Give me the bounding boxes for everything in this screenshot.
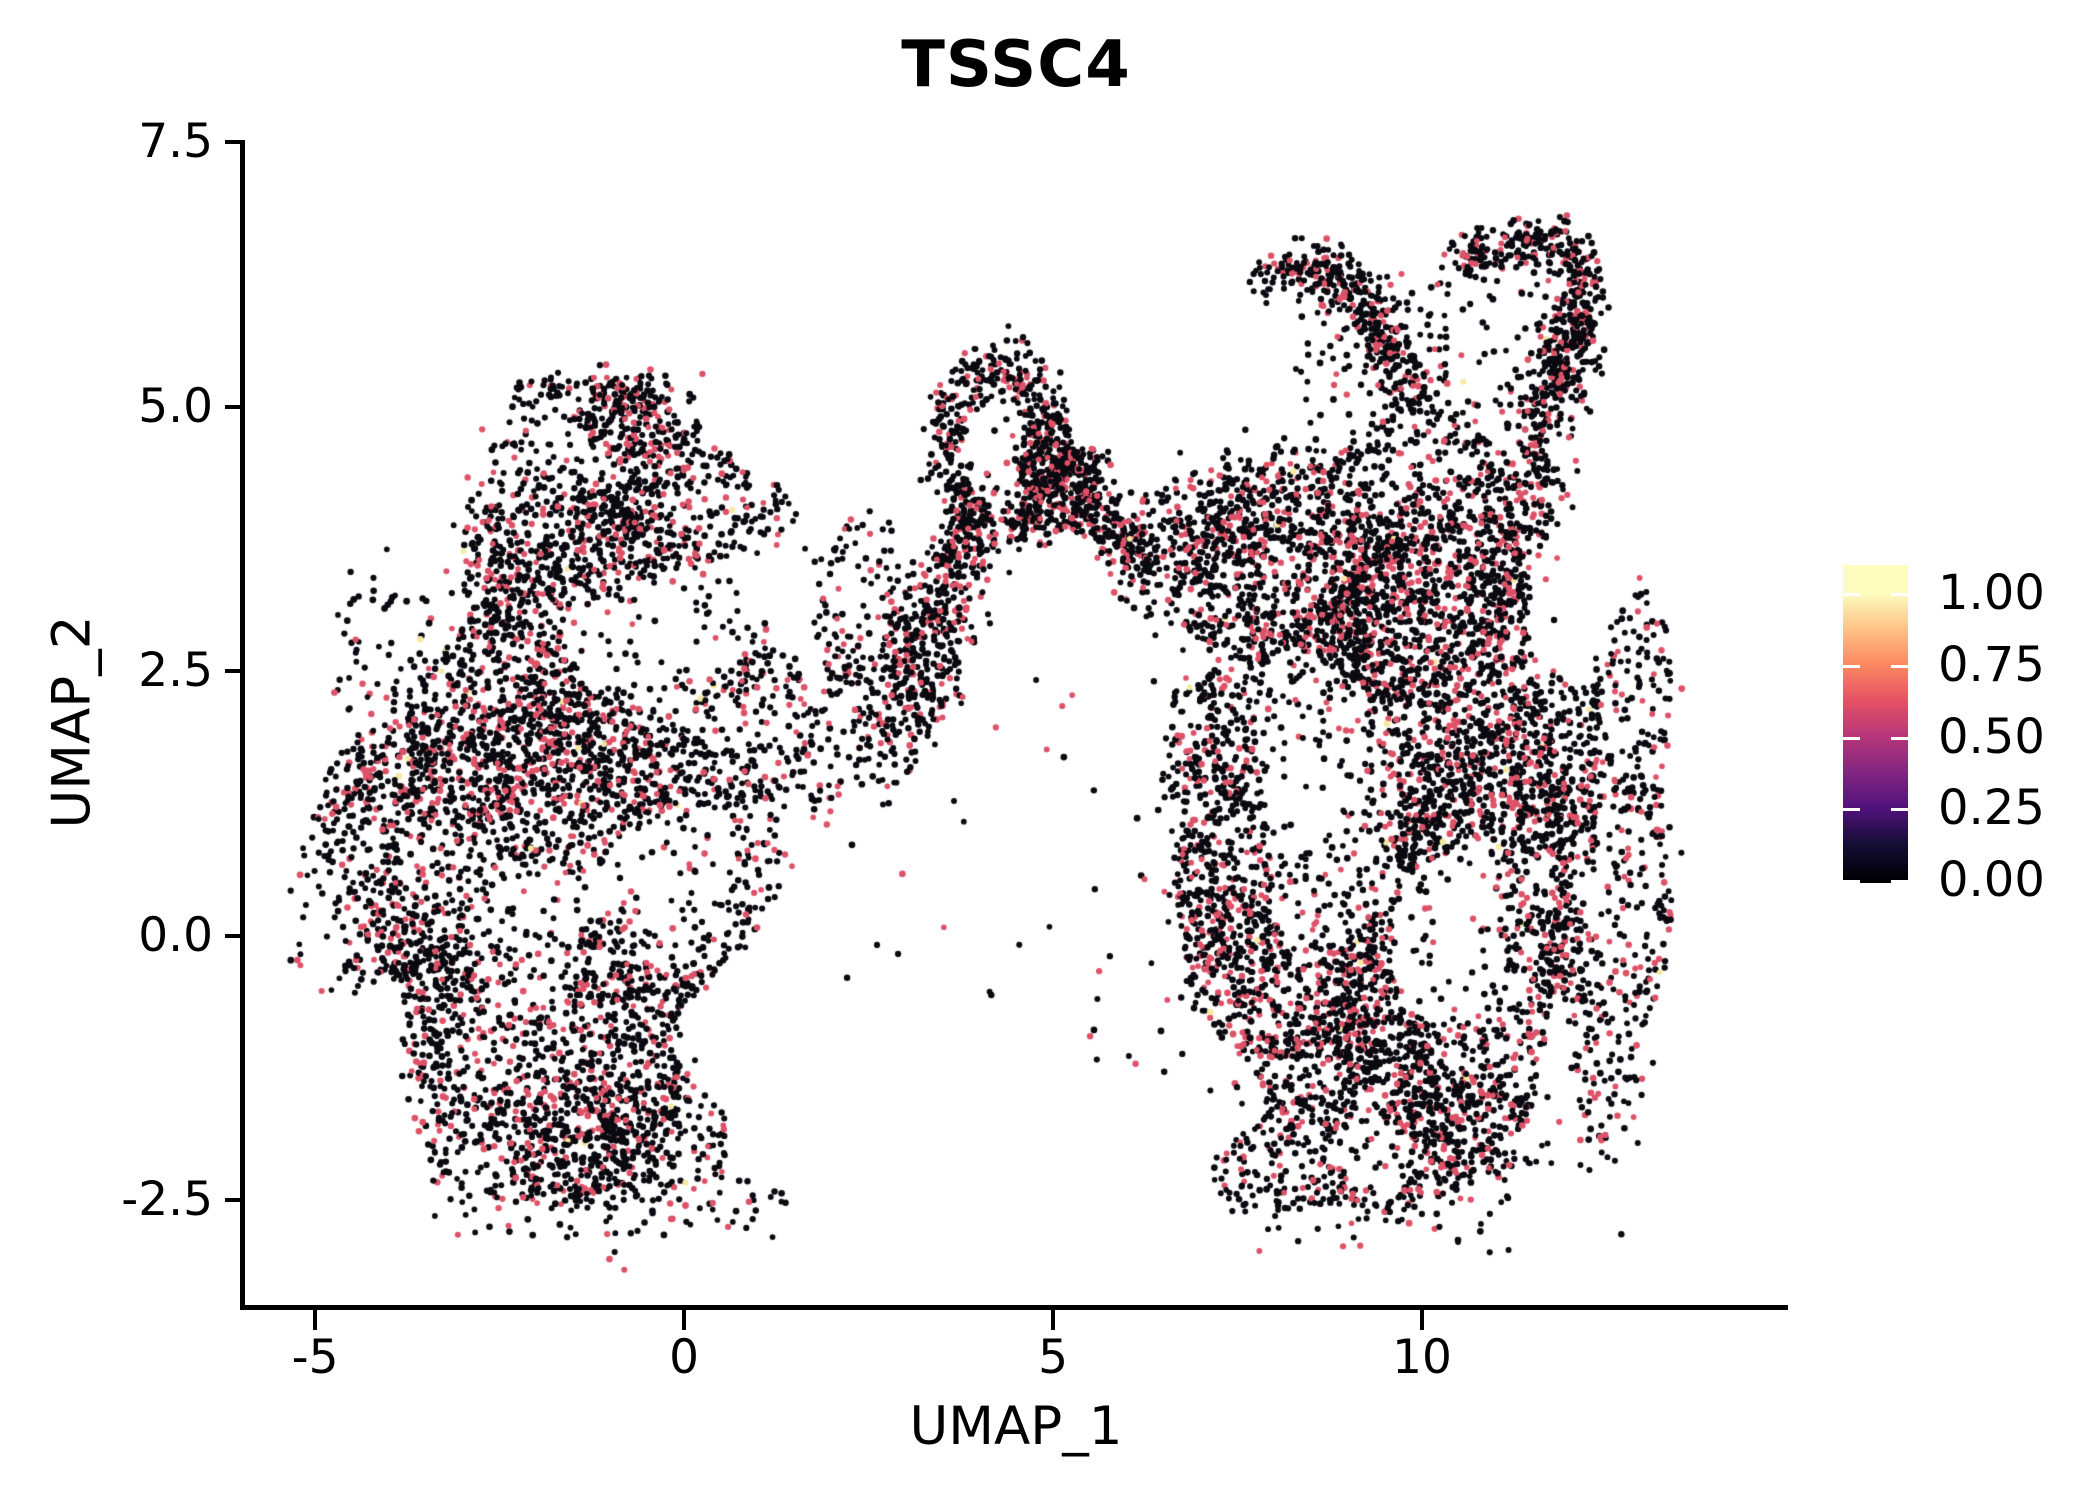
y-tick-label: 2.5 (138, 643, 213, 699)
x-tick-mark (313, 1310, 318, 1330)
x-tick-mark (682, 1310, 687, 1330)
x-tick-label: 5 (1038, 1330, 1068, 1385)
colorbar-tick-mark (1891, 736, 1908, 740)
y-tick-mark (225, 669, 245, 674)
y-tick-label: -2.5 (121, 1172, 213, 1228)
umap-scatter-canvas (245, 140, 1788, 1305)
colorbar-tick-mark (1891, 664, 1908, 668)
legend-tick-label: 0.00 (1938, 852, 2045, 908)
legend-tick-label: 0.75 (1938, 636, 2045, 693)
x-tick-label: -5 (291, 1330, 339, 1385)
colorbar-tick-mark (1891, 880, 1908, 883)
legend-tick-label: 1.00 (1938, 565, 2045, 621)
colorbar-tick-mark (1891, 593, 1908, 596)
x-tick-label: 0 (669, 1330, 700, 1385)
colorbar-tick-mark (1843, 593, 1860, 596)
y-tick-mark (225, 404, 245, 409)
colorbar-tick-mark (1843, 808, 1860, 812)
y-tick-label: 0.0 (138, 907, 213, 963)
x-axis-line (240, 1305, 1788, 1310)
legend-tick-label: 0.50 (1938, 708, 2045, 765)
y-tick-mark (225, 933, 245, 938)
y-axis-title: UMAP_2 (41, 615, 103, 829)
x-axis-title: UMAP_1 (909, 1396, 1123, 1457)
y-tick-label: 7.5 (138, 114, 213, 170)
plot-title: TSSC4 (901, 28, 1131, 102)
y-tick-label: 5.0 (138, 378, 213, 434)
colorbar-tick-mark (1843, 664, 1860, 668)
x-tick-mark (1051, 1310, 1056, 1330)
colorbar-tick-mark (1843, 736, 1860, 740)
legend-tick-label: 0.25 (1938, 780, 2045, 837)
colorbar-tick-mark (1843, 880, 1860, 883)
y-tick-mark (225, 140, 245, 145)
x-tick-label: 10 (1392, 1330, 1452, 1385)
y-axis-line (240, 140, 245, 1310)
y-tick-mark (225, 1198, 245, 1203)
x-tick-mark (1419, 1310, 1424, 1330)
colorbar-tick-mark (1891, 808, 1908, 812)
expression-colorbar (1843, 565, 1908, 883)
